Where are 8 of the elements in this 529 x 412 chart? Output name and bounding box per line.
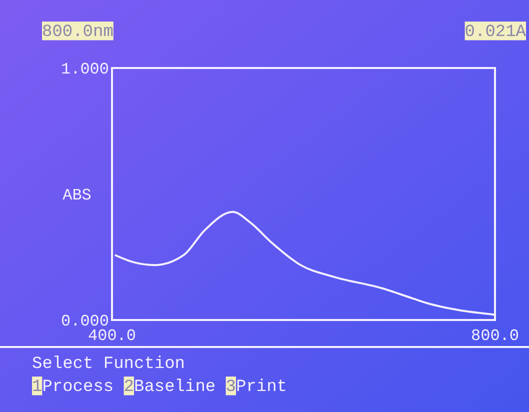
text: Select Function <box>32 355 186 374</box>
text: 0.021A <box>464 23 527 42</box>
y-axis-title: ABS <box>62 186 92 205</box>
text: 1Process 2Baseline 3Print <box>32 378 288 397</box>
y-tick-label: 1.000 <box>60 60 109 79</box>
text: 800.0nm <box>42 23 114 42</box>
x-tick-label: 400.0 <box>88 327 136 345</box>
x-tick-label: 800.0 <box>470 327 520 345</box>
